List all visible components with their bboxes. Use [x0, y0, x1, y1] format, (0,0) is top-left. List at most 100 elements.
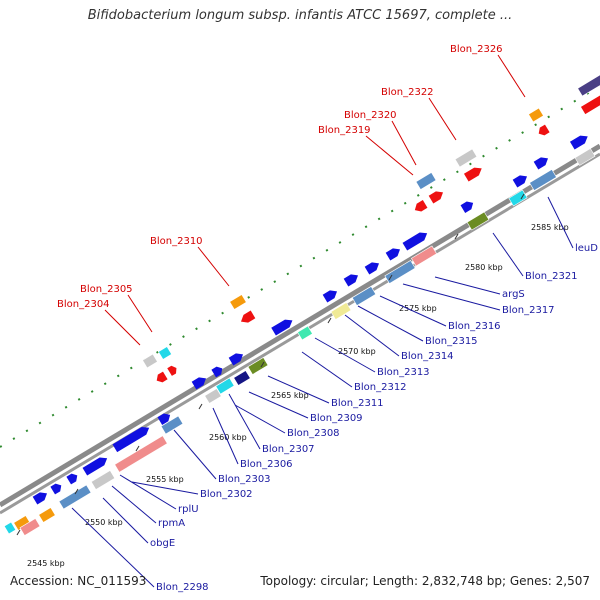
- blue-gene-label: rplU: [178, 504, 199, 515]
- gene-labels: Blon_2304 Blon_2305 Blon_2310 Blon_2319 Blon…: [57, 44, 598, 593]
- gene-box: [528, 107, 544, 123]
- gene-feature: [247, 357, 269, 375]
- tick-mark: [198, 403, 203, 410]
- gene-arrow: [402, 232, 428, 251]
- ring-dot: [129, 366, 133, 370]
- ring-dot: [482, 154, 485, 158]
- gene-box: [415, 172, 437, 190]
- blue-gene-label: Blon_2316: [448, 321, 501, 332]
- gene-feature: [157, 413, 171, 425]
- gene-box: [577, 73, 600, 97]
- blue-gene-label: Blon_2313: [377, 367, 430, 378]
- tick-mark: [135, 445, 140, 452]
- gene-arrow: [343, 274, 359, 287]
- gene-feature: [3, 521, 17, 535]
- red-gene-label: Blon_2310: [150, 236, 203, 247]
- gene-box: [19, 518, 41, 536]
- gene-arrow: [32, 492, 48, 505]
- gene-arrow: [82, 457, 108, 476]
- blue-gene-label: Blon_2306: [240, 459, 293, 470]
- gene-feature: [157, 346, 173, 360]
- red-leader: [428, 97, 457, 141]
- ring-dot: [169, 343, 172, 346]
- gene-arrow: [322, 290, 338, 303]
- blue-leader: [234, 404, 286, 434]
- ring-dot: [182, 335, 185, 338]
- gene-feature: [90, 470, 116, 490]
- gene-box: [297, 325, 313, 341]
- red-gene-label: Blon_2322: [381, 87, 434, 98]
- ring-dot: [429, 186, 433, 189]
- gene-feature: [330, 302, 352, 320]
- tick-label: 2580 kbp: [465, 263, 503, 272]
- blue-leader: [212, 407, 239, 465]
- gene-feature: [414, 200, 428, 212]
- blue-leader: [131, 481, 199, 495]
- gene-features: [3, 73, 600, 536]
- gene-arrow: [156, 371, 168, 383]
- gene-box: [247, 357, 269, 375]
- gene-box: [454, 148, 478, 168]
- gene-feature: [160, 415, 184, 435]
- gene-box: [529, 169, 557, 191]
- blue-leader: [228, 393, 261, 450]
- gene-feature: [415, 172, 437, 190]
- gene-arrow: [428, 191, 444, 204]
- tick-mark: [454, 233, 459, 240]
- gene-feature: [240, 310, 256, 323]
- blue-leader: [111, 485, 157, 524]
- gene-feature: [466, 211, 490, 231]
- ring-dot: [469, 162, 472, 166]
- gene-feature: [229, 294, 247, 310]
- gene-feature: [228, 353, 244, 366]
- gene-feature: [508, 189, 528, 207]
- outer-dotted-ring: [0, 84, 600, 448]
- gene-box: [215, 377, 235, 395]
- blue-gene-label: Blon_2321: [525, 271, 578, 282]
- gene-feature: [191, 377, 207, 390]
- blue-leader: [301, 351, 353, 388]
- blue-leader: [402, 283, 501, 311]
- blue-leader: [357, 305, 424, 342]
- gene-feature: [384, 260, 416, 284]
- tick-label: 2560 kbp: [209, 433, 247, 442]
- gene-arrow: [167, 365, 177, 376]
- blue-leader: [71, 507, 155, 588]
- ring-dot: [156, 350, 159, 354]
- ring-dot: [77, 398, 81, 401]
- blue-gene-label: Blon_2317: [502, 305, 555, 316]
- gene-feature: [343, 274, 359, 287]
- blue-gene-label: Blon_2311: [331, 398, 384, 409]
- blue-leader: [379, 295, 447, 327]
- gene-box: [508, 189, 528, 207]
- ring-dot: [208, 319, 211, 323]
- tick-label: 2565 kbp: [271, 391, 309, 400]
- red-leader: [497, 54, 526, 98]
- gene-feature: [538, 124, 550, 136]
- gene-feature: [512, 175, 528, 188]
- gene-feature: [351, 286, 377, 306]
- gene-arrow: [463, 167, 482, 182]
- gene-feature: [574, 148, 596, 166]
- gene-arrow: [414, 200, 428, 212]
- ring-dot: [534, 123, 538, 127]
- gene-feature: [297, 325, 313, 341]
- tick-mark: [16, 529, 21, 536]
- gene-feature: [454, 148, 478, 168]
- ring-dot: [90, 390, 94, 393]
- red-leader: [391, 120, 417, 166]
- tick-mark: [520, 193, 525, 200]
- blue-leader: [492, 232, 524, 277]
- gene-arrow: [191, 377, 207, 390]
- ring-dot: [38, 421, 42, 425]
- gene-feature: [32, 492, 48, 505]
- gene-arrow: [460, 201, 474, 213]
- gene-arrow: [157, 413, 171, 425]
- gene-feature: [112, 426, 150, 453]
- ring-dot: [456, 170, 459, 174]
- blue-leader: [267, 375, 330, 404]
- ring-dot: [377, 217, 381, 221]
- blue-leader: [344, 314, 400, 357]
